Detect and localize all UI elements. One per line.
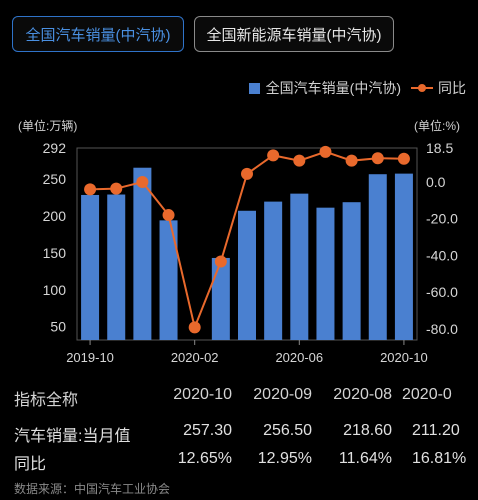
table-row-label: 汽车销量:当月值 <box>14 428 131 445</box>
legend-line-label: 同比 <box>438 80 466 96</box>
yoy-point <box>293 154 306 167</box>
left-tick-label: 150 <box>43 245 67 261</box>
yoy-point <box>319 145 332 158</box>
yoy-point <box>241 167 253 180</box>
left-tick-label: 50 <box>50 319 66 335</box>
table-header-col: 2020-08 <box>333 386 392 403</box>
x-tick-label: 2020-02 <box>171 350 219 365</box>
bar <box>81 194 100 340</box>
yoy-point <box>214 255 227 268</box>
sales-chart: (单位:万辆) (单位:%) 50 100 150 200 250 292 -80.0 -60.0… <box>18 118 460 365</box>
table-cell: 12.95% <box>257 450 312 467</box>
yoy-point <box>136 175 149 188</box>
data-source: 数据来源：中国汽车工业协会 <box>14 482 171 496</box>
table-header-col: 2020-09 <box>253 386 312 403</box>
yoy-point <box>110 182 123 195</box>
bar <box>394 173 413 340</box>
bar <box>238 210 256 340</box>
right-tick-label: 18.5 <box>426 140 453 156</box>
table-cell: 256.50 <box>263 422 312 439</box>
table-row: 汽车销量:当月值 257.30 256.50 218.60 211.20 <box>0 422 478 446</box>
left-tick-label: 100 <box>43 282 67 298</box>
table-header-row: 指标全称 2020-10 2020-09 2020-08 2020-0 <box>0 386 478 410</box>
left-tick-label: 200 <box>43 208 67 224</box>
legend-bar-swatch <box>248 82 260 94</box>
x-tick-label: 2019-10 <box>66 350 114 365</box>
bar <box>342 202 361 340</box>
left-tick-label: 292 <box>43 140 67 156</box>
right-tick-label: -60.0 <box>426 284 458 300</box>
table-cell: 16.81% <box>412 450 467 467</box>
table-row: 同比 12.65% 12.95% 11.64% 16.81% <box>0 450 478 474</box>
right-tick-label: 0.0 <box>426 174 446 190</box>
yoy-point <box>345 154 358 167</box>
table-header-col: 2020-0 <box>402 386 452 403</box>
yoy-point <box>371 152 384 165</box>
bar <box>107 194 126 340</box>
yoy-point <box>84 183 97 196</box>
table-cell: 218.60 <box>343 422 392 439</box>
table-cell: 12.65% <box>177 450 232 467</box>
bar <box>211 257 230 340</box>
right-tick-label: -80.0 <box>426 321 458 337</box>
bar <box>133 167 152 340</box>
table-row-label: 同比 <box>14 456 47 473</box>
yoy-point <box>267 149 280 162</box>
right-tick-label: -40.0 <box>426 247 458 263</box>
table-cell: 257.30 <box>183 422 232 439</box>
tab-nev-sales[interactable]: 全国新能源车销量(中汽协) <box>194 16 394 52</box>
bar <box>316 207 335 340</box>
tab-auto-sales[interactable]: 全国汽车销量(中汽协) <box>12 16 184 52</box>
x-tick-label: 2020-10 <box>380 350 428 365</box>
right-axis-unit: (单位:%) <box>414 118 460 133</box>
legend-line-swatch <box>411 84 433 92</box>
yoy-point <box>397 152 410 165</box>
left-axis-unit: (单位:万辆) <box>18 118 77 133</box>
legend-bar-label: 全国汽车销量(中汽协) <box>265 80 401 96</box>
x-tick-label: 2020-06 <box>275 350 323 365</box>
yoy-point <box>188 321 201 334</box>
table-header-label: 指标全称 <box>14 392 79 409</box>
yoy-point <box>162 209 175 222</box>
bar <box>159 220 178 340</box>
right-tick-label: -20.0 <box>426 211 458 227</box>
chart-legend: 全国汽车销量(中汽协) 同比 <box>248 78 466 98</box>
bar <box>264 201 283 340</box>
table-cell: 11.64% <box>338 450 392 467</box>
bar <box>290 193 309 340</box>
bar <box>368 174 387 340</box>
table-cell: 211.20 <box>412 422 460 439</box>
left-tick-label: 250 <box>43 171 67 187</box>
table-header-col: 2020-10 <box>173 386 232 403</box>
